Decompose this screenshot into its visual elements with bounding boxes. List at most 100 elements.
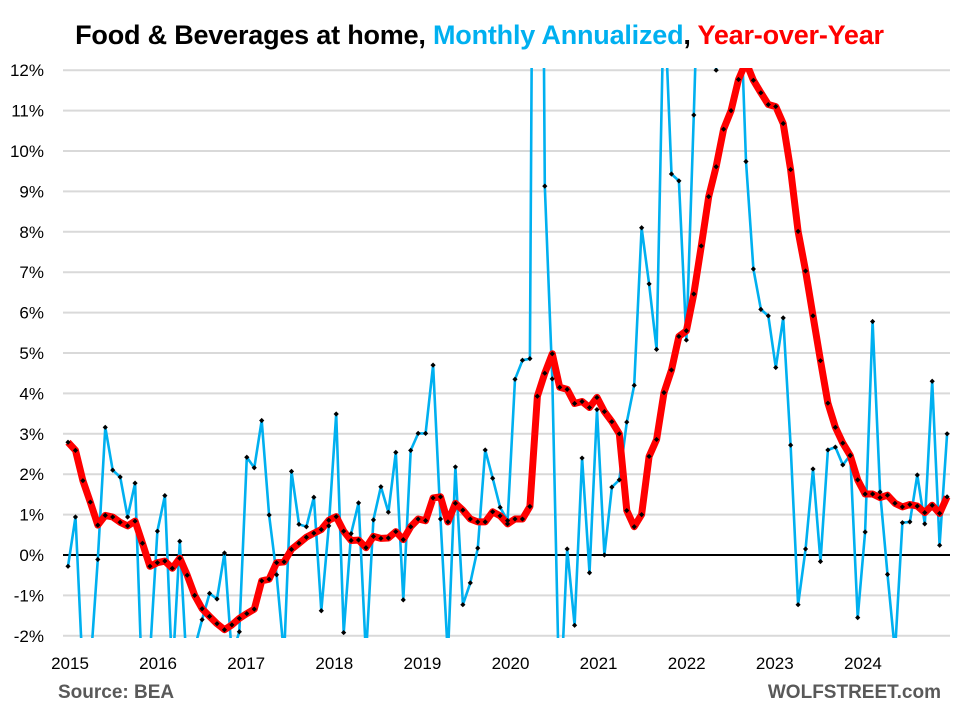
monthly-annualized-point [117,474,123,480]
monthly-annualized-point [877,489,883,495]
year-over-year-point [482,519,488,525]
year-over-year-point [288,546,295,552]
year-over-year-point [572,400,578,407]
x-tick-label: 2023 [756,654,794,673]
y-tick-label: 11% [11,102,44,121]
monthly-annualized-point [609,484,615,490]
monthly-annualized-point [408,447,414,453]
year-over-year-point [266,576,272,582]
monthly-annualized-point [415,430,421,436]
monthly-annualized-point [177,538,183,544]
monthly-annualized-point [802,546,809,552]
year-over-year-point [117,519,123,525]
monthly-annualized-point [862,529,868,535]
monthly-annualized-point [639,225,645,231]
monthly-annualized-point [475,545,481,551]
year-over-year-point [899,504,905,510]
monthly-annualized-point [788,442,794,448]
monthly-annualized-point [668,171,675,177]
year-over-year-point [922,509,928,516]
x-tick-label: 2022 [668,654,706,673]
year-over-year-point [147,563,153,569]
year-over-year-point [884,492,891,498]
monthly-annualized-point [907,519,913,525]
x-tick-label: 2021 [580,654,618,673]
year-over-year-point [616,431,622,437]
x-axis-ticks: 2015 2016 2017 2018 2019 2020 2021 2022 2023 2024 [51,654,882,673]
year-over-year-point [370,533,377,540]
year-over-year-point [765,101,771,108]
y-tick-label: 12% [10,61,44,80]
monthly-annualized-point [393,449,399,455]
monthly-annualized-point [370,517,377,523]
year-over-year-point [639,512,645,518]
year-over-year-point [542,370,548,376]
monthly-annualized-point [80,674,85,679]
monthly-annualized-point [691,112,697,118]
monthly-annualized-point [170,674,175,679]
year-over-year-point [497,513,503,519]
year-over-year-point [206,613,213,620]
monthly-annualized-point [795,602,801,608]
y-tick-label: -2% [14,627,44,646]
year-over-year-point [378,535,384,542]
year-over-year-point [750,77,756,83]
year-over-year-point [914,503,920,509]
year-over-year-point [549,351,555,357]
monthly-annualized-point [512,376,518,382]
x-tick-label: 2019 [403,654,441,673]
year-over-year-point [408,524,414,530]
year-over-year-point [393,528,399,535]
monthly-annualized-point [490,475,496,481]
year-over-year-point [676,333,682,340]
year-over-year-point [125,523,131,529]
year-over-year-point [653,436,660,443]
y-tick-label: 10% [10,142,44,161]
year-over-year-point [475,519,481,525]
year-over-year-point [721,126,727,132]
monthly-annualized-point [899,520,905,526]
title-year-over-year: Year-over-Year [697,20,885,50]
year-over-year-line [65,68,951,634]
year-over-year-point [557,384,563,390]
monthly-annualized-point [303,524,309,530]
year-over-year-point [385,535,391,541]
year-over-year-point [728,108,734,114]
year-over-year-point [534,393,540,399]
year-over-year-point [832,424,838,430]
y-tick-label: 9% [19,182,44,201]
monthly-annualized-point [185,674,190,679]
year-over-year-point [95,522,101,528]
monthly-annualized-point [616,477,622,483]
monthly-annualized-point [326,523,332,529]
year-over-year-point [817,358,824,364]
year-over-year-point [303,534,309,540]
year-over-year-point [244,610,250,617]
monthly-annualized-point [318,608,324,614]
title-monthly-annualized: Monthly Annualized [433,20,684,50]
year-over-year-point [311,530,317,536]
monthly-annualized-point [110,467,116,473]
year-over-year-point [788,166,794,173]
year-over-year-point [199,606,205,612]
monthly-annualized-point [311,494,317,500]
monthly-annualized-point [102,424,108,430]
x-tick-label: 2020 [492,654,530,673]
year-over-year-point [937,510,943,516]
y-tick-label: 1% [19,506,44,525]
year-over-year-point [184,572,190,578]
monthly-annualized-point [564,546,570,552]
monthly-annualized-point [624,419,630,425]
monthly-annualized-point [274,572,280,578]
year-over-year-point [177,555,183,561]
year-over-year-point [907,501,913,508]
year-over-year-point [668,367,675,373]
monthly-annualized-point [832,444,838,450]
year-over-year-point [221,627,228,633]
year-over-year-point [691,291,697,297]
year-over-year-point [609,419,615,425]
year-over-year-point [802,268,809,274]
monthly-annualized-point [884,571,891,577]
monthly-annualized-point [601,552,607,558]
monthly-annualized-point [482,447,488,453]
